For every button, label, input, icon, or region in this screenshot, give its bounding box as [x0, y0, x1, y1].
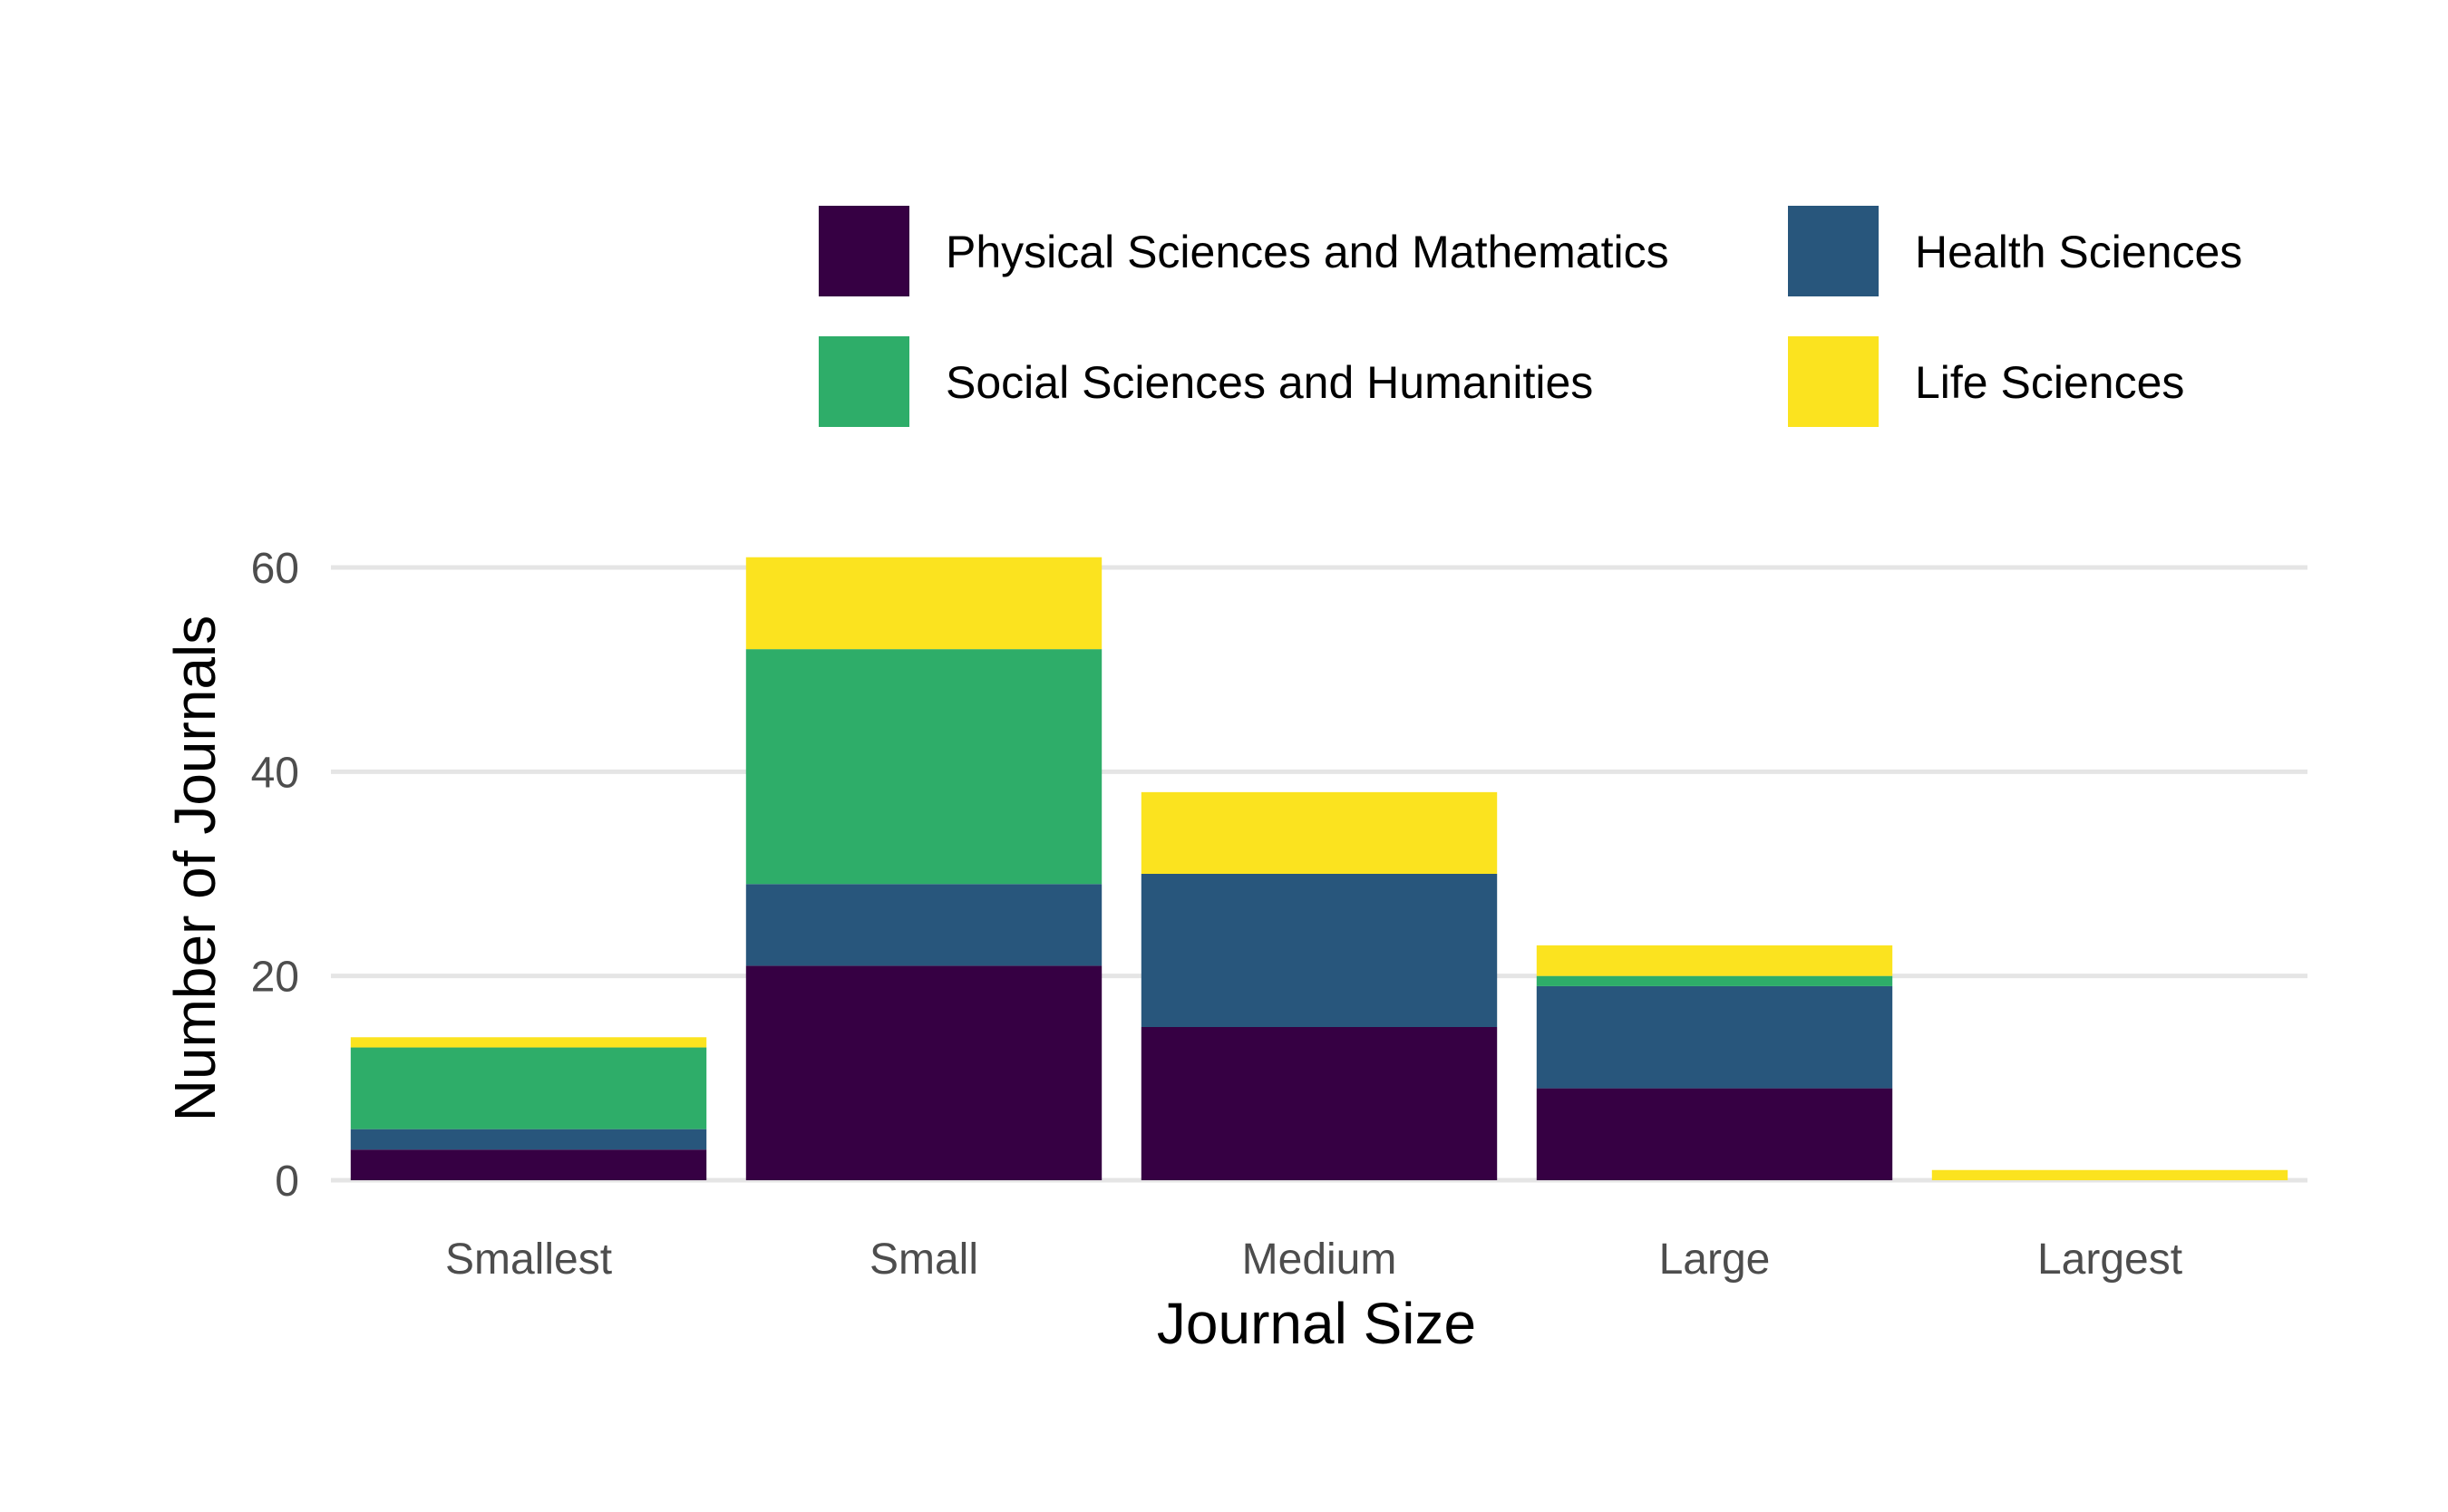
bar-small-physical-sciences-and-mathematics: [745, 965, 1103, 1180]
x-tick-label-largest: Largest: [2037, 1236, 2182, 1284]
y-tick-label-0: 0: [275, 1158, 299, 1206]
x-tick-label-small: Small: [869, 1236, 978, 1284]
y-tick-label-40: 40: [251, 749, 299, 797]
bar-smallest-social-sciences-and-humanities: [350, 1047, 707, 1129]
bar-large-life-sciences: [1536, 945, 1893, 976]
legend-item-social-sciences-and-humanities: Social Sciences and Humanities: [819, 336, 1593, 427]
legend-item-physical-sciences-and-mathematics: Physical Sciences and Mathematics: [819, 206, 1669, 296]
legend-swatch-health-sciences: [1788, 206, 1879, 296]
bars: [350, 557, 2288, 1180]
bar-small-health-sciences: [745, 884, 1103, 966]
bar-smallest-physical-sciences-and-mathematics: [350, 1149, 707, 1180]
bar-medium-health-sciences: [1141, 874, 1498, 1027]
y-tick-label-60: 60: [251, 545, 299, 593]
bar-smallest-life-sciences: [350, 1037, 707, 1048]
bar-medium-physical-sciences-and-mathematics: [1141, 1027, 1498, 1180]
legend-swatch-physical-sciences-and-mathematics: [819, 206, 909, 296]
x-tick-label-large: Large: [1659, 1236, 1771, 1284]
y-tick-label-20: 20: [251, 954, 299, 1002]
x-tick-label-medium: Medium: [1242, 1236, 1397, 1284]
legend-label-social-sciences-and-humanities: Social Sciences and Humanities: [946, 357, 1593, 408]
legend-label-health-sciences: Health Sciences: [1915, 227, 2242, 277]
legend-item-health-sciences: Health Sciences: [1788, 206, 2242, 296]
legend-swatch-life-sciences: [1788, 336, 1879, 427]
bar-large-health-sciences: [1536, 985, 1893, 1089]
bar-large-physical-sciences-and-mathematics: [1536, 1088, 1893, 1180]
bar-medium-life-sciences: [1141, 791, 1498, 874]
legend-item-life-sciences: Life Sciences: [1788, 336, 2184, 427]
x-axis-ticks: Smallest Small Medium Large Largest: [445, 1236, 2182, 1284]
legend-label-physical-sciences-and-mathematics: Physical Sciences and Mathematics: [946, 227, 1669, 277]
bar-small-life-sciences: [745, 557, 1103, 650]
bar-largest-life-sciences: [1931, 1169, 2288, 1180]
legend: Physical Sciences and Mathematics Health …: [819, 206, 2242, 427]
bar-large-social-sciences-and-humanities: [1536, 975, 1893, 986]
bar-small-social-sciences-and-humanities: [745, 649, 1103, 885]
x-axis-title: Journal Size: [1157, 1291, 1476, 1356]
y-axis-ticks: 0 20 40 60: [251, 545, 299, 1206]
legend-label-life-sciences: Life Sciences: [1915, 357, 2184, 408]
y-axis-title: Number of Journals: [162, 615, 228, 1121]
bar-smallest-health-sciences: [350, 1129, 707, 1150]
legend-swatch-social-sciences-and-humanities: [819, 336, 909, 427]
x-tick-label-smallest: Smallest: [445, 1236, 612, 1284]
